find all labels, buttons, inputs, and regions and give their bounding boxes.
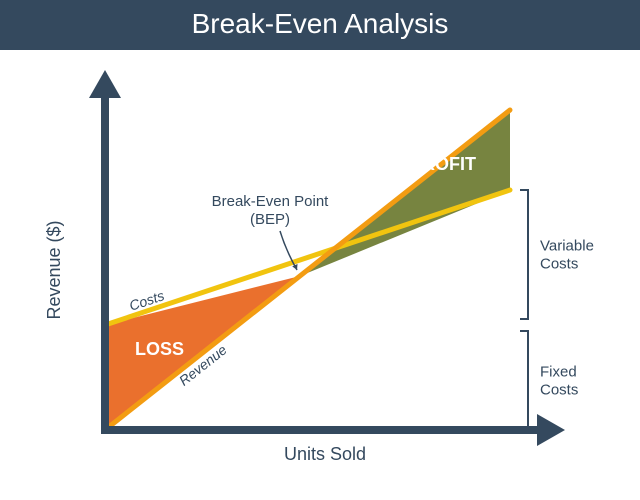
fixed-costs-label-line1: Fixed — [540, 364, 577, 381]
loss-label: LOSS — [135, 339, 184, 359]
y-axis-arrowhead — [89, 70, 121, 98]
variable-costs-label-line1: Variable — [540, 238, 594, 255]
cost-line — [105, 190, 510, 325]
y-axis-label: Revenue ($) — [44, 220, 64, 319]
break-even-chart: Revenue ($) Units Sold LOSS PROFIT Costs… — [0, 50, 640, 500]
variable-costs-bracket — [520, 190, 528, 319]
fixed-costs-label-line2: Costs — [540, 382, 578, 399]
title-bar: Break-Even Analysis — [0, 0, 640, 50]
x-axis-arrowhead — [537, 414, 565, 446]
fixed-costs-bracket — [520, 331, 528, 430]
bep-label-line1: Break-Even Point — [212, 193, 330, 210]
bep-label-line2: (BEP) — [250, 211, 290, 228]
profit-label: PROFIT — [410, 154, 476, 174]
variable-costs-label-line2: Costs — [540, 256, 578, 273]
x-axis-label: Units Sold — [284, 444, 366, 464]
